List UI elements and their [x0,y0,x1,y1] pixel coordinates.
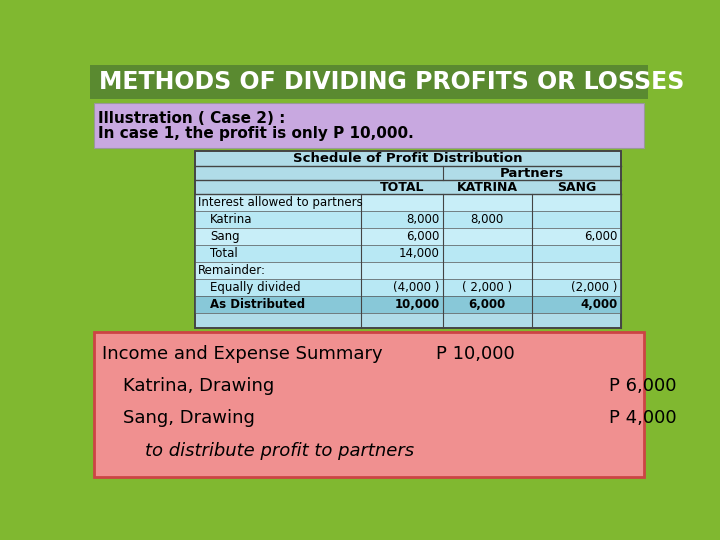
FancyBboxPatch shape [194,296,621,313]
Text: (4,000 ): (4,000 ) [393,281,439,294]
Text: In case 1, the profit is only P 10,000.: In case 1, the profit is only P 10,000. [98,126,413,141]
Text: Schedule of Profit Distribution: Schedule of Profit Distribution [293,152,523,165]
Text: (2,000 ): (2,000 ) [572,281,618,294]
Text: Remainder:: Remainder: [198,264,266,277]
Text: Sang, Drawing: Sang, Drawing [123,409,255,427]
Text: TOTAL: TOTAL [379,181,424,194]
Text: ( 2,000 ): ( 2,000 ) [462,281,512,294]
Text: SANG: SANG [557,181,596,194]
Text: Partners: Partners [500,167,564,180]
FancyBboxPatch shape [194,151,621,328]
FancyBboxPatch shape [94,103,644,148]
Text: Income and Expense Summary: Income and Expense Summary [102,345,382,362]
Text: 6,000: 6,000 [469,298,506,310]
Text: Katrina, Drawing: Katrina, Drawing [123,377,274,395]
FancyBboxPatch shape [194,245,621,262]
Text: 14,000: 14,000 [399,247,439,260]
Text: P 6,000: P 6,000 [609,377,677,395]
Text: 10,000: 10,000 [395,298,439,310]
FancyBboxPatch shape [90,65,648,99]
FancyBboxPatch shape [94,332,644,477]
Text: 6,000: 6,000 [406,230,439,243]
Text: As Distributed: As Distributed [210,298,305,310]
Text: Illustration ( Case 2) :: Illustration ( Case 2) : [98,111,285,126]
Text: 8,000: 8,000 [406,213,439,226]
Text: 6,000: 6,000 [585,230,618,243]
Text: 4,000: 4,000 [580,298,618,310]
Text: Equally divided: Equally divided [210,281,301,294]
Text: Interest allowed to partners: Interest allowed to partners [198,196,362,209]
Text: P 4,000: P 4,000 [609,409,677,427]
FancyBboxPatch shape [194,279,621,296]
Text: to distribute profit to partners: to distribute profit to partners [145,442,414,460]
FancyBboxPatch shape [194,194,621,211]
FancyBboxPatch shape [194,211,621,228]
Text: Total: Total [210,247,238,260]
Text: Sang: Sang [210,230,240,243]
FancyBboxPatch shape [194,228,621,245]
Text: METHODS OF DIVIDING PROFITS OR LOSSES: METHODS OF DIVIDING PROFITS OR LOSSES [99,70,685,94]
Text: KATRINA: KATRINA [456,181,518,194]
FancyBboxPatch shape [194,262,621,279]
Text: 8,000: 8,000 [471,213,504,226]
Text: P 10,000: P 10,000 [436,345,515,362]
Text: Katrina: Katrina [210,213,253,226]
